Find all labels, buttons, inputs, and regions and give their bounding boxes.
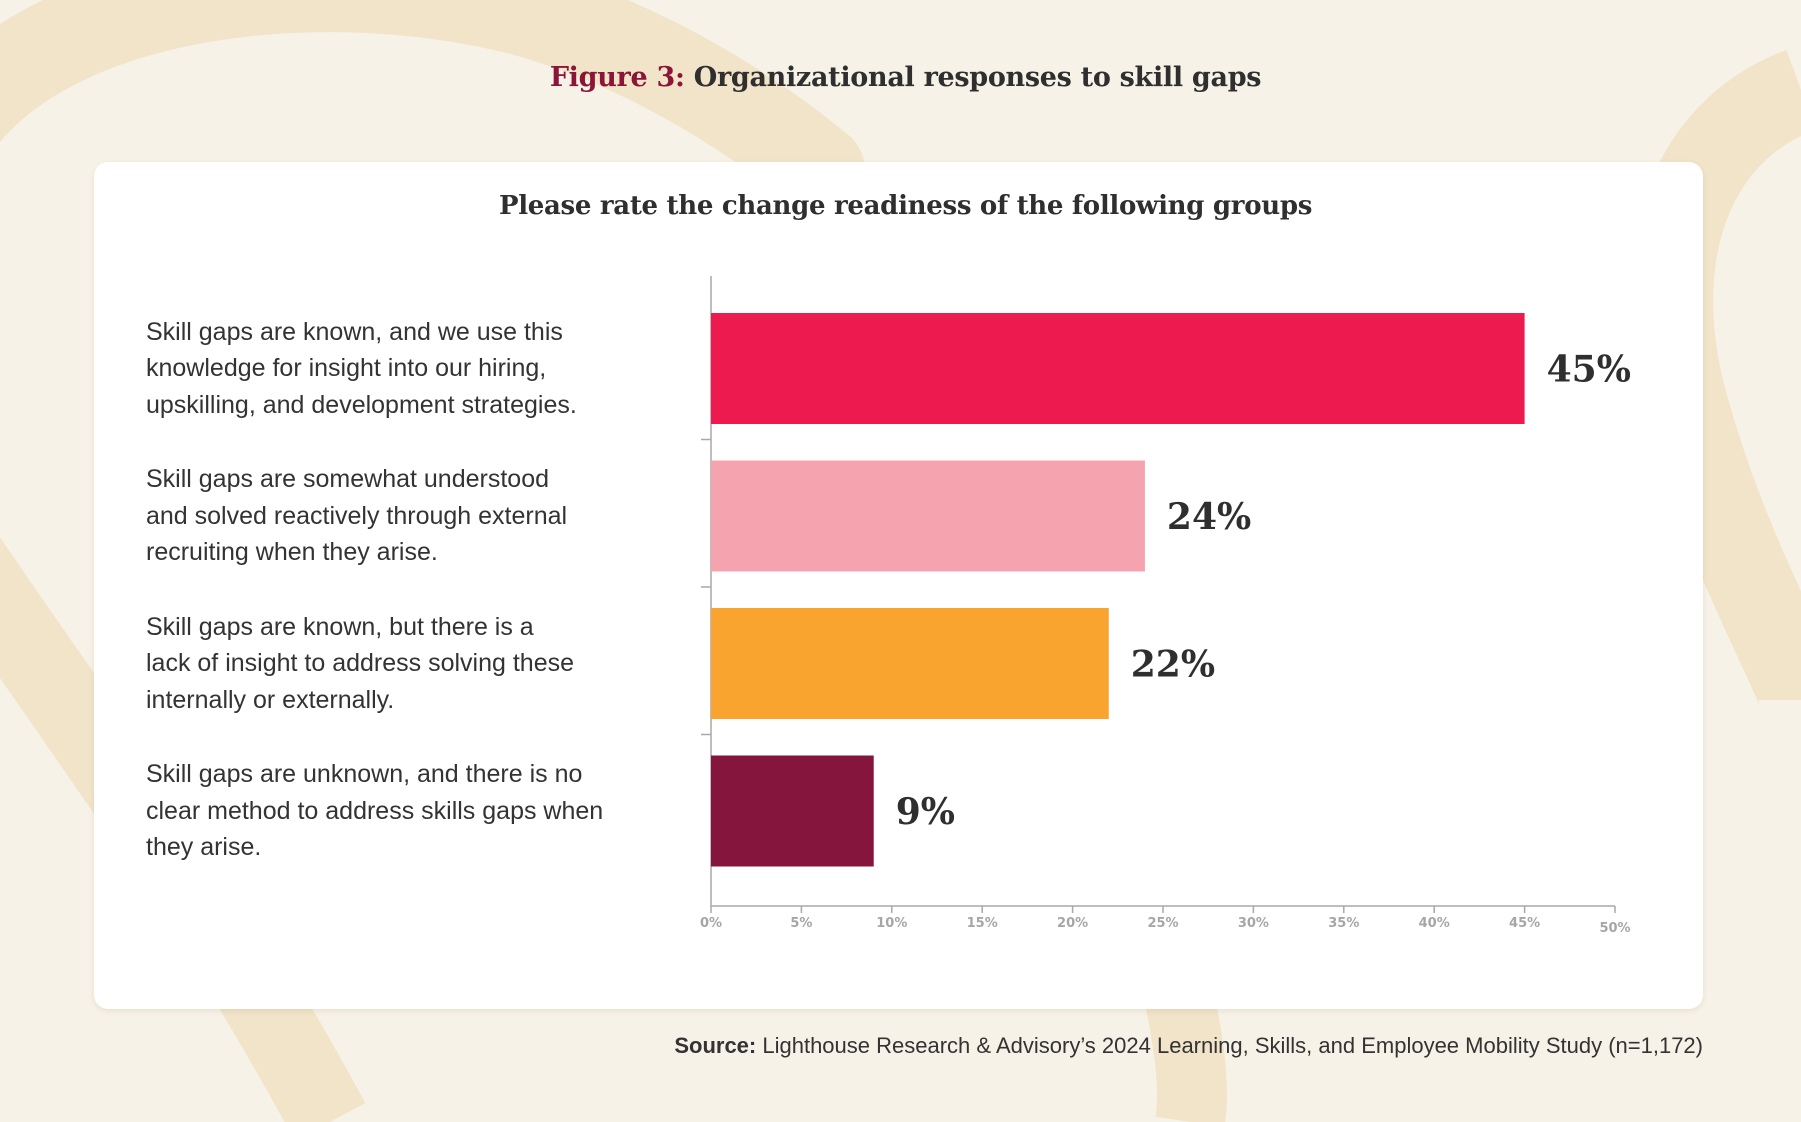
- bar: [711, 608, 1109, 719]
- category-label-line: recruiting when they arise.: [146, 538, 438, 567]
- category-label: Skill gaps are known, but there is a lack…: [146, 609, 686, 719]
- category-label-line: Skill gaps are somewhat understood: [146, 465, 550, 494]
- x-tick-label: 50%: [1599, 921, 1630, 936]
- source-lead: Source:: [674, 1033, 757, 1058]
- category-label: Skill gaps are known, and we use this kno…: [146, 314, 686, 424]
- chart-card: [94, 162, 1703, 1009]
- source-note: Source: Lighthouse Research & Advisory’s…: [0, 1033, 1703, 1059]
- bar-value-label: 24%: [1167, 496, 1251, 538]
- category-label-line: Skill gaps are known, and we use this: [146, 317, 563, 346]
- figure-title: Figure 3: Organizational responses to sk…: [0, 62, 1801, 93]
- bar: [711, 460, 1145, 572]
- chart-subtitle: Please rate the change readiness of the …: [498, 191, 1313, 221]
- x-tick-label: 10%: [876, 916, 907, 931]
- x-tick-label: 0%: [700, 916, 722, 931]
- figure-number: Figure 3:: [549, 62, 685, 93]
- category-label-line: knowledge for insight into our hiring,: [146, 354, 547, 383]
- category-label-line: lack of insight to address solving these: [146, 649, 575, 678]
- x-tick-label: 30%: [1238, 916, 1269, 931]
- x-tick-label: 15%: [967, 916, 998, 931]
- category-label-line: they arise.: [146, 833, 262, 862]
- category-label: Skill gaps are unknown, and there is no c…: [146, 756, 686, 866]
- source-text: Lighthouse Research & Advisory’s 2024 Le…: [756, 1033, 1703, 1058]
- category-label-line: Skill gaps are known, but there is a: [146, 612, 534, 641]
- bar: [711, 755, 874, 867]
- figure-title-text: Organizational responses to skill gaps: [693, 62, 1262, 93]
- category-label-line: and solved reactively through external: [146, 501, 568, 530]
- bar-value-label: 9%: [896, 791, 955, 833]
- x-tick-label: 5%: [790, 916, 812, 931]
- x-tick-label: 40%: [1419, 916, 1450, 931]
- x-tick-label: 45%: [1509, 916, 1540, 931]
- category-label-line: upskilling, and development strategies.: [146, 390, 577, 419]
- category-label-line: clear method to address skills gaps when: [146, 796, 604, 825]
- x-tick-label: 35%: [1328, 916, 1359, 931]
- x-tick-label: 25%: [1147, 916, 1178, 931]
- category-label-line: internally or externally.: [146, 685, 395, 714]
- category-label: Skill gaps are somewhat understood and so…: [146, 461, 686, 571]
- category-label-line: Skill gaps are unknown, and there is no: [146, 760, 583, 789]
- bar: [711, 313, 1525, 424]
- bar-value-label: 22%: [1131, 644, 1215, 686]
- x-tick-label: 20%: [1057, 916, 1088, 931]
- bar-value-label: 45%: [1547, 349, 1631, 391]
